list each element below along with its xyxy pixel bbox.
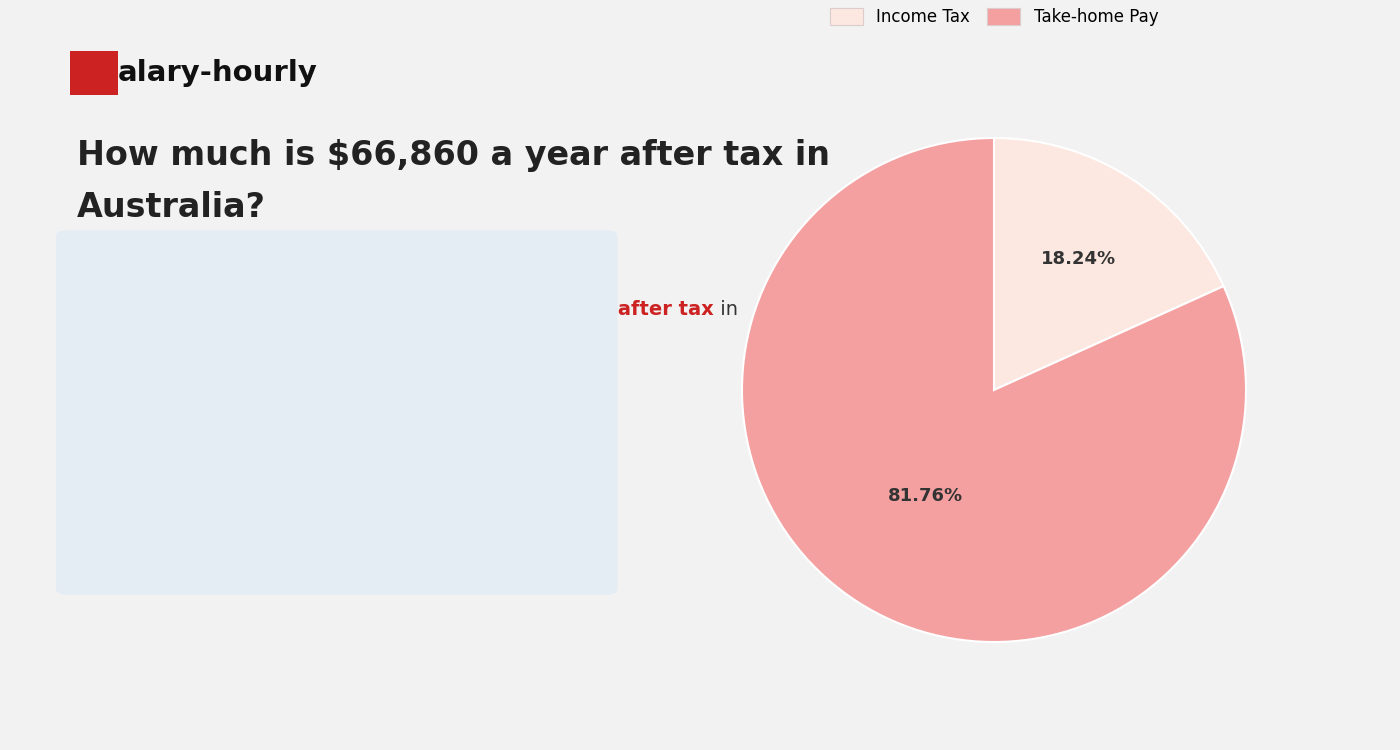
Text: alary-hourly: alary-hourly: [118, 58, 318, 87]
Text: •  Income Tax: $12,196: • Income Tax: $12,196: [104, 475, 330, 494]
Text: 81.76%: 81.76%: [888, 487, 963, 505]
Text: A Yearly salary of $66,860 is approximately: A Yearly salary of $66,860 is approximat…: [92, 300, 522, 319]
Text: Australia?: Australia?: [77, 191, 266, 224]
Text: •  Gross pay: $66,860: • Gross pay: $66,860: [104, 424, 316, 442]
Text: $54,664 after tax: $54,664 after tax: [522, 300, 714, 319]
Text: Australia for a resident.: Australia for a resident.: [92, 356, 322, 375]
Wedge shape: [742, 138, 1246, 642]
Text: 18.24%: 18.24%: [1042, 250, 1116, 268]
Legend: Income Tax, Take-home Pay: Income Tax, Take-home Pay: [823, 2, 1165, 33]
Text: in: in: [714, 300, 738, 319]
Text: How much is $66,860 a year after tax in: How much is $66,860 a year after tax in: [77, 139, 830, 172]
Wedge shape: [994, 138, 1224, 390]
Text: S: S: [84, 58, 105, 87]
Text: •  Take-home pay: $54,664: • Take-home pay: $54,664: [104, 526, 367, 544]
